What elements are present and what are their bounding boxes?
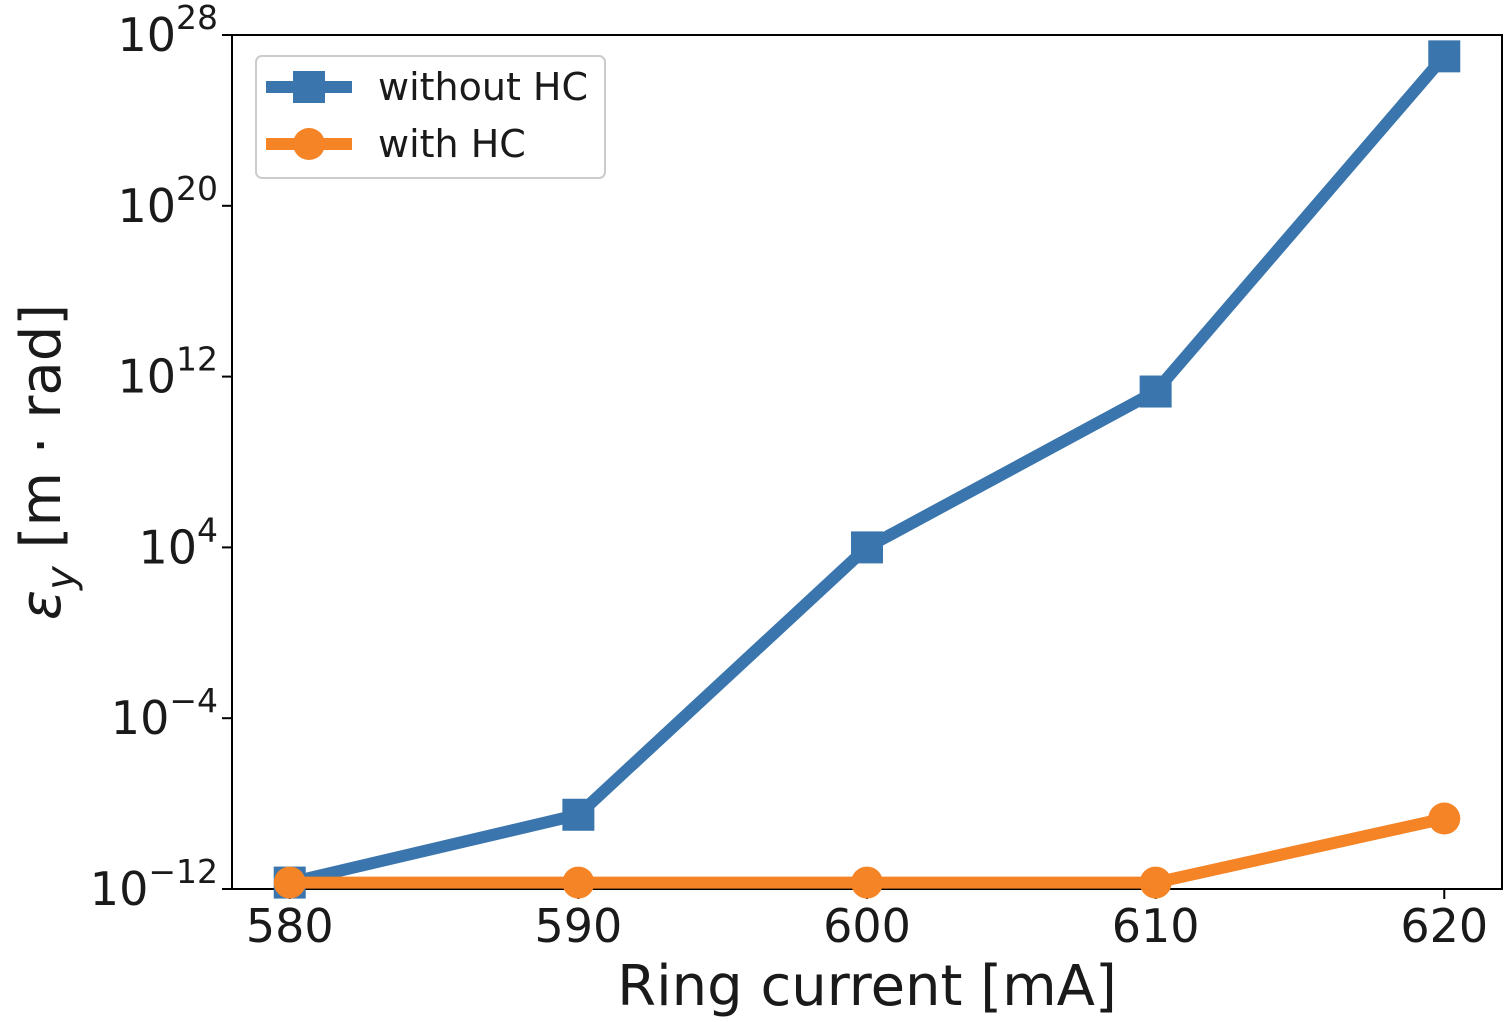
y-tick-exponent: 28 xyxy=(176,0,218,37)
x-tick-label: 590 xyxy=(534,899,622,953)
x-axis: 580 590 600 610 620 xyxy=(246,889,1488,953)
y-tick-label: 10−12 xyxy=(90,852,218,916)
y-tick-base: 10 xyxy=(90,862,149,916)
y-tick-label: 104 xyxy=(138,510,218,574)
y-tick-exponent: 20 xyxy=(176,169,218,208)
y-tick-exponent: −4 xyxy=(169,681,218,720)
y-tick-base: 10 xyxy=(111,691,170,745)
y-tick-base: 10 xyxy=(117,350,176,404)
y-tick-base: 10 xyxy=(117,8,176,62)
y-tick-label: 10−4 xyxy=(111,681,218,745)
x-tick-label: 610 xyxy=(1112,899,1200,953)
x-tick-label: 620 xyxy=(1400,899,1488,953)
y-tick-label: 1028 xyxy=(117,0,218,62)
y-axis-label-unit: [m · rad] xyxy=(9,304,74,566)
legend-label-without-hc: without HC xyxy=(378,65,588,109)
x-tick-label: 600 xyxy=(823,899,911,953)
y-tick-label: 1012 xyxy=(117,340,218,404)
data-point-without-hc xyxy=(851,531,883,564)
data-point-with-hc xyxy=(273,866,306,899)
data-point-with-hc xyxy=(1139,866,1172,899)
y-tick-base: 10 xyxy=(117,179,176,233)
data-point-without-hc xyxy=(1428,40,1461,73)
y-axis-label-subscript: y xyxy=(38,565,84,591)
x-axis-label: Ring current [mA] xyxy=(617,954,1117,1019)
y-tick-base: 10 xyxy=(138,520,197,574)
y-tick-exponent: 12 xyxy=(176,340,218,379)
y-axis-label: εy [m · rad] xyxy=(9,304,84,620)
y-axis-label-symbol: ε xyxy=(9,590,74,620)
legend-marker-with-hc xyxy=(293,128,325,160)
data-point-with-hc xyxy=(851,866,883,899)
series-line-without-hc xyxy=(288,52,1449,889)
x-tick-label: 580 xyxy=(246,899,334,953)
data-point-without-hc xyxy=(562,798,595,831)
data-point-with-hc xyxy=(1428,802,1461,835)
data-point-with-hc xyxy=(562,866,595,899)
series-layer xyxy=(273,40,1461,899)
y-tick-exponent: −12 xyxy=(148,852,218,891)
legend-marker-without-hc xyxy=(293,71,325,103)
legend: without HC with HC xyxy=(255,55,606,179)
y-tick-exponent: 4 xyxy=(197,510,218,549)
data-point-without-hc xyxy=(1139,375,1172,408)
y-tick-label: 1020 xyxy=(117,169,218,233)
legend-label-with-hc: with HC xyxy=(378,122,526,166)
